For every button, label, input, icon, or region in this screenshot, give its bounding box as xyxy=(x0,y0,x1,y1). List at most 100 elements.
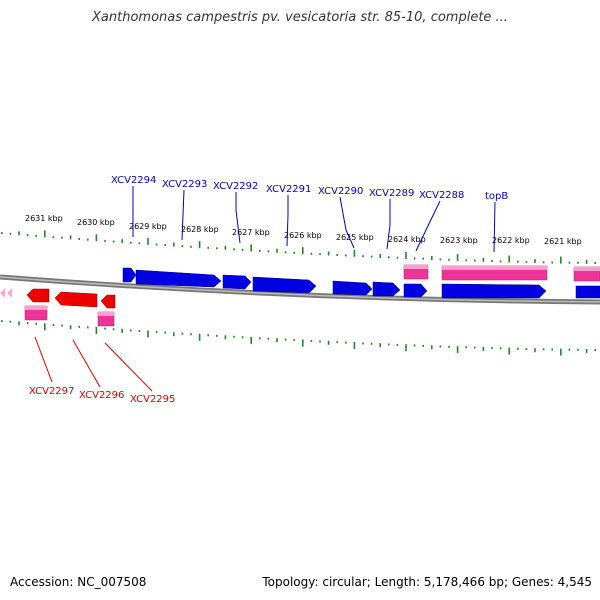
leader-line xyxy=(34,336,53,383)
tick-mark xyxy=(482,257,485,262)
reverse-leader-lines xyxy=(34,336,153,392)
tick-mark xyxy=(379,253,381,258)
tick-mark xyxy=(95,327,98,334)
gene-xcv2289[interactable] xyxy=(372,281,401,297)
tick-mark xyxy=(396,256,399,259)
tick-mark xyxy=(276,338,278,343)
tick-mark xyxy=(551,261,553,264)
tick-mark xyxy=(1,320,3,323)
tick-mark xyxy=(491,347,493,350)
pink-features-upper-highlights xyxy=(404,265,600,271)
tick-mark xyxy=(9,320,12,323)
gene-label-xcv2297[interactable]: XCV2297 xyxy=(29,386,74,397)
gene-label-topb[interactable]: topB xyxy=(485,191,508,202)
tick-mark xyxy=(388,343,390,346)
gene-xcv2292[interactable] xyxy=(222,274,252,290)
tick-mark xyxy=(198,241,201,249)
tick-mark xyxy=(18,321,20,326)
map-title: Xanthomonas campestris pv. vesicatoria s… xyxy=(92,10,508,25)
gene-xcv2295[interactable] xyxy=(100,294,116,309)
gene-topb[interactable] xyxy=(441,283,547,299)
tick-mark xyxy=(224,245,227,250)
gene-xcv2297[interactable] xyxy=(26,288,50,303)
tick-mark xyxy=(112,328,115,331)
tick-mark xyxy=(585,348,588,353)
tick-mark xyxy=(542,261,545,264)
tick-mark xyxy=(517,347,519,350)
tick-mark xyxy=(517,260,519,263)
gene-label-xcv2295[interactable]: XCV2295 xyxy=(130,394,175,405)
tick-mark xyxy=(302,339,304,347)
tick-mark xyxy=(293,251,295,254)
tick-mark xyxy=(405,252,407,259)
tick-mark xyxy=(534,259,536,264)
tick-mark xyxy=(173,242,175,247)
tick-mark xyxy=(267,337,270,340)
tick-mark xyxy=(233,335,235,338)
tick-mark xyxy=(216,334,218,337)
gene-partial-right[interactable] xyxy=(575,285,600,299)
leader-line xyxy=(493,201,496,253)
tick-mark xyxy=(594,262,596,264)
tick-mark xyxy=(319,340,321,343)
tick-mark xyxy=(293,339,295,342)
tick-mark xyxy=(1,232,3,235)
tick-mark xyxy=(104,239,106,242)
tick-mark xyxy=(585,259,588,264)
gene-xcv2290[interactable] xyxy=(332,280,373,296)
pink-feature-highlight xyxy=(98,312,114,316)
gene-label-xcv2294[interactable]: XCV2294 xyxy=(111,175,156,186)
gene-xcv2288[interactable] xyxy=(403,283,428,298)
tick-mark xyxy=(207,334,209,337)
gene-xcv2291[interactable] xyxy=(252,276,317,294)
gene-xcv2293[interactable] xyxy=(135,269,222,288)
tick-mark xyxy=(181,332,184,335)
gene-label-xcv2296[interactable]: XCV2296 xyxy=(79,390,124,401)
tick-mark xyxy=(525,260,528,263)
gene-xcv2294[interactable] xyxy=(122,267,137,283)
tick-mark xyxy=(422,257,424,260)
tick-mark xyxy=(190,333,192,336)
tick-mark xyxy=(577,348,579,351)
tick-mark xyxy=(155,243,158,246)
tick-mark xyxy=(95,234,98,242)
tick-mark xyxy=(327,251,330,256)
tick-mark xyxy=(379,343,381,348)
tick-mark xyxy=(568,261,571,264)
leader-line xyxy=(104,342,153,392)
tick-mark xyxy=(413,257,416,260)
leader-line xyxy=(386,199,391,250)
tick-mark xyxy=(233,248,235,251)
gene-label-xcv2291[interactable]: XCV2291 xyxy=(266,184,311,195)
tick-mark xyxy=(345,341,347,344)
tick-mark xyxy=(568,348,571,351)
leader-line xyxy=(339,196,355,249)
gene-label-xcv2292[interactable]: XCV2292 xyxy=(213,181,258,192)
tick-mark xyxy=(18,231,20,236)
tick-mark xyxy=(370,255,373,258)
tick-mark xyxy=(508,347,510,355)
partial-arrow[interactable] xyxy=(7,288,12,298)
gene-xcv2296[interactable] xyxy=(54,291,98,308)
tick-mark xyxy=(224,335,227,340)
tick-mark xyxy=(439,345,442,348)
gene-label-xcv2293[interactable]: XCV2293 xyxy=(162,179,207,190)
tick-mark xyxy=(61,236,63,239)
gene-label-xcv2290[interactable]: XCV2290 xyxy=(318,186,363,197)
scale-label: 2623 kbp xyxy=(440,236,478,245)
tick-mark xyxy=(302,247,304,255)
tick-mark xyxy=(52,236,55,239)
tick-mark xyxy=(164,331,166,334)
gene-label-xcv2288[interactable]: XCV2288 xyxy=(419,190,464,201)
tick-mark xyxy=(69,325,72,330)
backbone-highlight xyxy=(0,276,600,303)
tick-mark xyxy=(267,250,270,253)
tick-mark xyxy=(491,260,493,262)
tick-mark xyxy=(241,336,244,339)
scale-labels: 2631 kbp 2630 kbp 2629 kbp 2628 kbp 2627… xyxy=(25,214,582,246)
tick-mark xyxy=(35,322,37,325)
partial-arrow[interactable] xyxy=(0,288,5,298)
gene-label-xcv2289[interactable]: XCV2289 xyxy=(369,188,414,199)
tick-mark xyxy=(336,254,338,256)
